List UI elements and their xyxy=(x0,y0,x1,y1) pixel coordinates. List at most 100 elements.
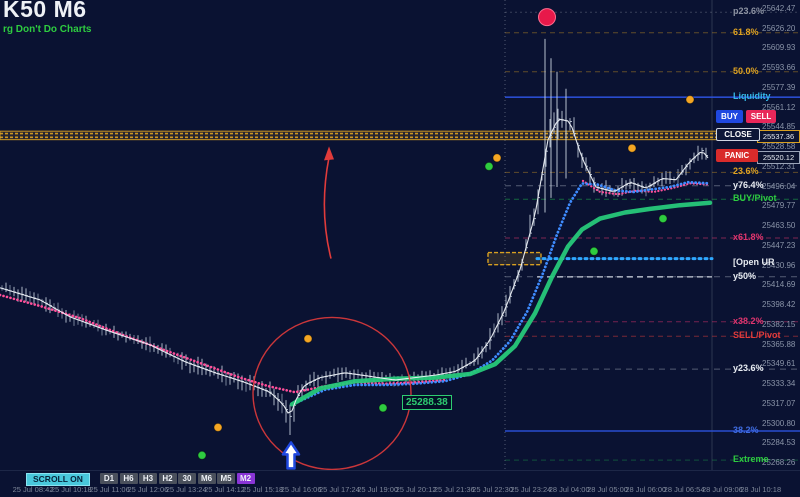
ma-pink-dotted xyxy=(0,293,447,394)
fib-level-label: Extreme xyxy=(733,454,769,465)
x-axis-label: 25 Jul 19:00 xyxy=(357,485,399,494)
fib-level-label: SELL/Pivot xyxy=(733,330,781,341)
close-button[interactable]: CLOSE xyxy=(716,128,760,141)
y-axis-label: 25398.42 xyxy=(762,300,796,310)
sell-signal-dot xyxy=(213,422,223,432)
fib-level-label: [Open UR xyxy=(733,257,775,268)
orange-supply-zone xyxy=(0,130,800,141)
sell-button[interactable]: SELL xyxy=(746,110,776,123)
y-axis-label: 25642.47 xyxy=(762,4,796,13)
x-axis-label: 25 Jul 13:24 xyxy=(165,485,207,494)
price-line xyxy=(0,118,709,414)
y-axis-label: 25496.04 xyxy=(762,181,796,191)
buy-button[interactable]: BUY xyxy=(716,110,743,123)
y-axis-label: 25349.61 xyxy=(762,359,796,369)
buy-arrow-marker[interactable] xyxy=(281,441,301,470)
symbol-title: K50 M6 xyxy=(3,0,87,22)
x-axis-label: 28 Jul 04:00 xyxy=(548,485,590,494)
x-axis-label: 28 Jul 05:00 xyxy=(587,485,628,494)
axis-price-tag: 25537.36 xyxy=(757,130,800,144)
fib-level-label: 38.2% xyxy=(733,425,759,435)
red-annotation-circle[interactable] xyxy=(252,316,412,470)
x-axis-label: 25 Jul 21:36 xyxy=(433,485,475,494)
fib-level-label: 23.6% xyxy=(733,166,759,177)
y-axis-label: 25300.80 xyxy=(762,418,796,428)
fib-level-label: 50.0% xyxy=(733,65,759,76)
y-axis-label: 25284.53 xyxy=(762,438,796,448)
y-axis-label: 25609.93 xyxy=(762,43,796,53)
buy-signal-dot xyxy=(658,214,668,224)
y-axis-label: 25593.66 xyxy=(762,63,796,73)
chart-canvas[interactable] xyxy=(0,0,800,470)
x-axis-label: 25 Jul 14:12 xyxy=(204,485,245,494)
x-axis-label: 28 Jul 10:18 xyxy=(740,485,782,494)
orange-demand-box xyxy=(487,251,542,266)
timeframe-button-H6[interactable]: H6 xyxy=(119,473,138,484)
timeframe-button-30[interactable]: 30 xyxy=(178,473,196,484)
ma-green-trend xyxy=(289,200,713,407)
fib-level-label: x61.8% xyxy=(733,231,764,242)
timeframe-button-D1[interactable]: D1 xyxy=(100,473,118,484)
fib-level-label: Liquidity xyxy=(733,91,771,102)
x-axis-label: 25 Jul 20:12 xyxy=(395,485,437,494)
panic-button[interactable]: PANIC xyxy=(716,149,758,162)
x-axis-label: 25 Jul 17:24 xyxy=(318,485,360,494)
scroll-toggle-button[interactable]: SCROLL ON xyxy=(26,473,90,486)
timeframe-button-M2[interactable]: M2 xyxy=(236,473,255,484)
timeframe-button-H2[interactable]: H2 xyxy=(158,473,177,484)
timeframe-button-M5[interactable]: M5 xyxy=(217,473,235,484)
y-axis-label: 25333.34 xyxy=(762,379,796,389)
watermark-text: rg Don't Do Charts xyxy=(3,24,92,35)
y-axis-label: 25382.15 xyxy=(762,319,796,329)
ma-blue-dotted xyxy=(296,180,712,404)
buy-signal-dot xyxy=(378,403,388,413)
sell-signal-dot xyxy=(685,95,695,105)
x-axis-label: 25 Jul 10:18 xyxy=(50,485,92,494)
bottom-toolbar: SCROLL ON D1 H6 H3 H2 30 M6 M5 M2 xyxy=(0,470,800,497)
y-axis-label: 25414.69 xyxy=(762,280,796,290)
fib-level-label: y50% xyxy=(733,270,757,281)
red-annotation-arrow[interactable] xyxy=(323,157,332,259)
x-axis-label: 25 Jul 15:18 xyxy=(242,485,284,494)
fib-level-label: 61.8% xyxy=(733,26,759,37)
fib-level-label: y23.6% xyxy=(733,363,764,374)
red-annotation-arrowhead xyxy=(324,146,334,161)
sell-signal-dot xyxy=(492,153,502,163)
buy-signal-dot xyxy=(484,161,494,171)
y-axis-label: 25365.88 xyxy=(762,339,796,349)
fib-level-label: y76.4% xyxy=(733,179,764,190)
x-axis-label: 28 Jul 09:06 xyxy=(701,485,743,494)
x-axis-label: 25 Jul 16:06 xyxy=(280,485,322,494)
x-axis-label: 25 Jul 08:42 xyxy=(12,485,54,494)
x-axis-label: 25 Jul 12:06 xyxy=(127,485,169,494)
y-axis-label: 25626.20 xyxy=(762,23,796,33)
y-axis-label: 25577.39 xyxy=(762,82,796,92)
y-axis-label: 25317.07 xyxy=(762,398,796,408)
price-callout[interactable]: 25288.38 xyxy=(402,394,452,410)
fib-level-label: x38.2% xyxy=(733,315,764,326)
timeframe-button-H3[interactable]: H3 xyxy=(139,473,157,484)
red-ball-marker xyxy=(538,8,556,27)
buy-signal-dot xyxy=(589,246,599,256)
y-axis-label: 25512.31 xyxy=(762,161,796,171)
timeframe-button-M6[interactable]: M6 xyxy=(197,473,216,484)
x-axis-label: 25 Jul 11:06 xyxy=(89,485,130,494)
x-axis-label: 25 Jul 23:24 xyxy=(510,485,552,494)
buy-signal-dot xyxy=(197,450,207,460)
sell-signal-dot xyxy=(627,143,637,153)
x-axis-label: 25 Jul 22:30 xyxy=(472,485,514,494)
fib-level-label: BUY/Pivot xyxy=(733,193,777,204)
y-axis-label: 25528.58 xyxy=(762,142,796,152)
y-axis-label: 25479.77 xyxy=(762,201,796,211)
x-axis-label: 28 Jul 06:54 xyxy=(663,485,705,494)
y-axis-label: 25544.85 xyxy=(762,122,796,132)
sell-signal-dot xyxy=(303,334,313,344)
fib-level-label: p23.6% xyxy=(733,6,765,17)
y-axis-label: 25447.23 xyxy=(762,240,796,250)
y-axis-label: 25561.12 xyxy=(762,102,796,112)
y-axis-label: 25268.26 xyxy=(762,458,796,468)
y-axis-label: 25430.96 xyxy=(762,260,796,270)
x-axis-label: 28 Jul 06:00 xyxy=(625,485,667,494)
axis-price-tag: 25520.12 xyxy=(757,151,800,165)
